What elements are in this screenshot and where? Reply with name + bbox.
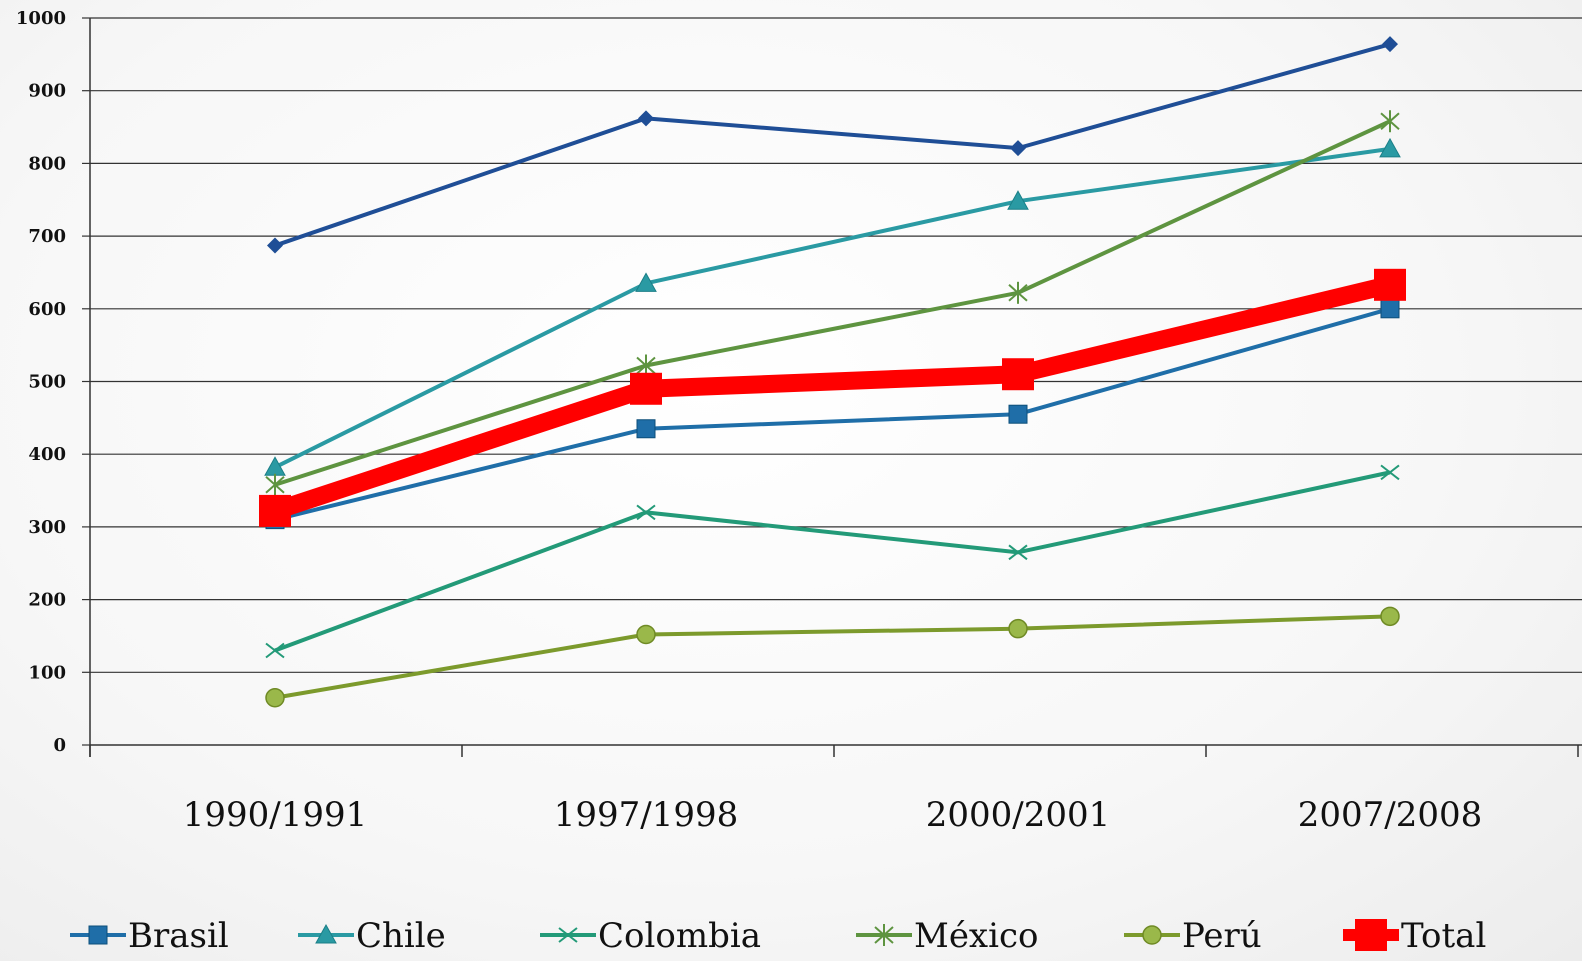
y-tick-label-300: 300 bbox=[28, 517, 66, 538]
y-tick-label-500: 500 bbox=[28, 372, 66, 393]
legend-marker-mexico bbox=[874, 924, 894, 946]
point-argentina-3 bbox=[1382, 36, 1398, 53]
y-tick-label-800: 800 bbox=[28, 153, 66, 174]
series-line-argentina bbox=[274, 42, 1391, 248]
legend-item-peru: Perú bbox=[1124, 916, 1262, 956]
legend-item-brasil: Brasil bbox=[70, 916, 229, 956]
series-line-peru bbox=[274, 614, 1391, 700]
y-tick-label-900: 900 bbox=[28, 81, 66, 102]
y-tick-label-100: 100 bbox=[28, 662, 66, 683]
series-line-total bbox=[272, 276, 1393, 520]
point-total-3 bbox=[1374, 268, 1406, 301]
series-line-chile bbox=[274, 146, 1391, 470]
legend-label-colombia: Colombia bbox=[598, 916, 761, 956]
point-chile-0 bbox=[264, 456, 286, 476]
legend-label-mexico: México bbox=[914, 916, 1039, 956]
y-tick-label-0: 0 bbox=[53, 735, 66, 756]
point-peru-2 bbox=[1008, 618, 1028, 639]
x-tick-label-3: 2007/2008 bbox=[1298, 795, 1483, 835]
legend: Brasil Chile Colombia México Perú Total bbox=[70, 916, 1486, 956]
legend-marker-peru bbox=[1142, 925, 1162, 945]
legend-item-chile: Chile bbox=[298, 916, 446, 956]
legend-item-total: Total bbox=[1343, 916, 1486, 956]
grid-lines bbox=[90, 17, 1582, 673]
y-tick-label-400: 400 bbox=[28, 444, 66, 465]
point-total-0 bbox=[259, 494, 291, 527]
point-brasil-1 bbox=[636, 419, 656, 439]
point-mexico-3 bbox=[1380, 110, 1400, 133]
series-line-brasil bbox=[274, 306, 1391, 522]
point-chile-1 bbox=[635, 272, 657, 292]
point-colombia-2 bbox=[1008, 544, 1028, 561]
point-brasil-3 bbox=[1380, 299, 1400, 319]
point-colombia-0 bbox=[265, 642, 285, 659]
legend-marker-colombia bbox=[558, 927, 578, 943]
point-mexico-0 bbox=[265, 473, 285, 496]
legend-item-colombia: Colombia bbox=[540, 916, 761, 956]
legend-marker-brasil bbox=[88, 925, 108, 945]
point-total-1 bbox=[630, 372, 662, 405]
y-tick-label-700: 700 bbox=[28, 226, 66, 247]
point-brasil-2 bbox=[1008, 404, 1028, 424]
point-peru-1 bbox=[636, 624, 656, 645]
legend-item-mexico: México bbox=[856, 916, 1039, 956]
point-peru-3 bbox=[1380, 606, 1400, 627]
legend-label-total: Total bbox=[1401, 916, 1486, 956]
series-line-mexico bbox=[274, 119, 1391, 487]
point-argentina-2 bbox=[1010, 140, 1026, 157]
legend-label-peru: Perú bbox=[1182, 916, 1262, 956]
legend-label-brasil: Brasil bbox=[128, 916, 229, 956]
x-tick-label-1: 1997/1998 bbox=[554, 795, 739, 835]
point-colombia-3 bbox=[1380, 464, 1400, 481]
point-chile-3 bbox=[1379, 137, 1401, 158]
y-tick-label-1000: 1000 bbox=[16, 8, 66, 29]
series-line-colombia bbox=[274, 470, 1391, 653]
point-argentina-0 bbox=[267, 237, 283, 254]
legend-label-chile: Chile bbox=[356, 916, 446, 956]
legend-marker-total bbox=[1355, 919, 1387, 951]
point-colombia-1 bbox=[636, 504, 656, 521]
x-tick-label-2: 2000/2001 bbox=[926, 795, 1111, 835]
point-argentina-1 bbox=[638, 110, 654, 127]
point-peru-0 bbox=[265, 687, 285, 708]
point-chile-2 bbox=[1007, 190, 1029, 210]
point-mexico-2 bbox=[1008, 281, 1028, 304]
y-tick-label-600: 600 bbox=[28, 299, 66, 320]
point-total-2 bbox=[1002, 358, 1034, 391]
y-tick-label-200: 200 bbox=[28, 590, 66, 611]
axes: 0 100 200 300 400 500 600 700 800 900 1000 1990/199… bbox=[16, 8, 1582, 835]
series-lines bbox=[259, 36, 1406, 708]
x-tick-label-0: 1990/1991 bbox=[183, 795, 368, 835]
legend-marker-chile bbox=[315, 923, 337, 944]
